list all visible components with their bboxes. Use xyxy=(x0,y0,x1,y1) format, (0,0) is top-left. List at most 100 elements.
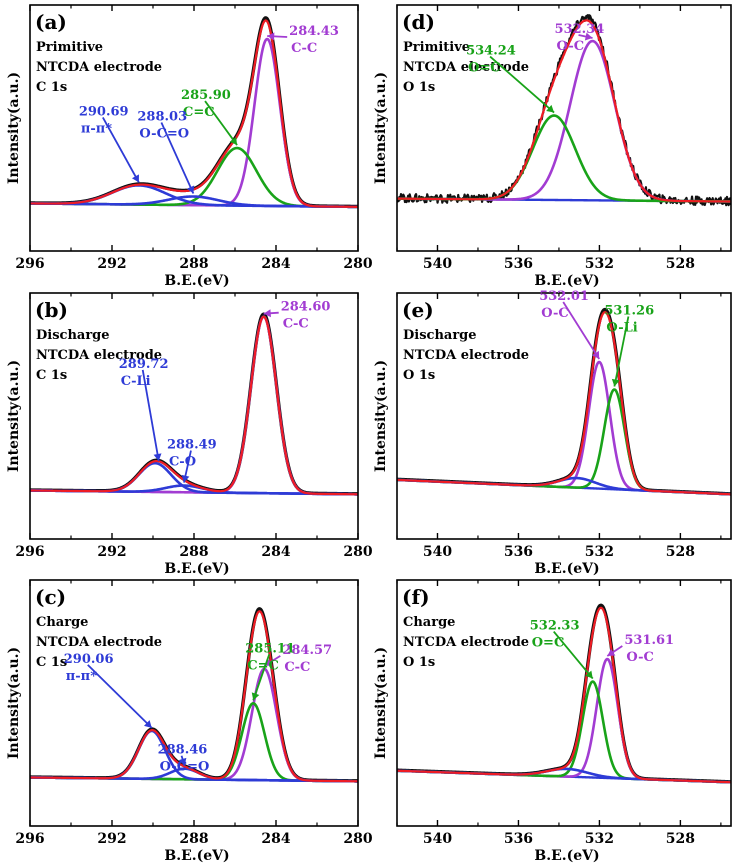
peak-annotation: 532.34 O-C xyxy=(555,22,605,54)
envelope-line xyxy=(30,315,358,496)
x-tick-label: 288 xyxy=(179,544,208,560)
peak-value-label: 290.06 xyxy=(64,652,114,667)
panel-info-line: O 1s xyxy=(403,80,435,95)
peak-annotation: 285.11 C=C xyxy=(245,641,295,701)
panel-info-line: NTCDA electrode xyxy=(36,348,162,363)
peak-species-label: C-Li xyxy=(121,374,151,389)
x-tick-label: 280 xyxy=(343,256,372,272)
annotation-arrowhead xyxy=(178,757,187,766)
annotation-arrowhead xyxy=(585,670,593,679)
x-tick-label: 296 xyxy=(15,544,44,560)
peak-annotation: 531.61 O-C xyxy=(606,633,674,665)
panel-info-line: Primitive xyxy=(403,40,470,55)
x-tick-label: 296 xyxy=(15,256,44,272)
panel-info-line: C 1s xyxy=(36,655,67,670)
panel-info-line: Discharge xyxy=(403,328,477,343)
annotation-arrow xyxy=(553,630,594,680)
panel-d: 540 536 532 528 B.E.(eV) Intensity(a.u.) (d) Pr… xyxy=(373,4,732,289)
y-axis-title: Intensity(a.u.) xyxy=(373,360,389,472)
y-axis-title: Intensity(a.u.) xyxy=(6,360,22,472)
annotation-arrowhead xyxy=(131,174,139,183)
x-tick-label: 532 xyxy=(585,544,614,560)
annotation-arrow xyxy=(489,55,555,114)
x-tick-label: 528 xyxy=(666,544,695,560)
peak-annotation: 285.90 C=C xyxy=(181,88,238,146)
y-axis-title: Intensity(a.u.) xyxy=(373,647,389,759)
x-tick-label: 532 xyxy=(585,831,614,847)
plot-area xyxy=(30,607,358,783)
peak-species-label: O-C xyxy=(626,650,654,665)
peak-species-label: O=C xyxy=(532,636,565,651)
peak-value-label: 534.24 xyxy=(466,44,516,59)
x-axis-title: B.E.(eV) xyxy=(534,848,599,863)
peak-species-label: C-C xyxy=(283,317,309,332)
peak-value-label: 285.90 xyxy=(181,88,231,103)
peak-value-label: 288.46 xyxy=(158,743,208,758)
annotation-arrowhead xyxy=(251,692,260,701)
x-tick-label: 536 xyxy=(504,544,533,560)
peak-annotation: 289.72 C-Li xyxy=(119,357,169,462)
x-axis-title: B.E.(eV) xyxy=(534,273,599,289)
peak-annotation: 290.06 π-π* xyxy=(64,652,153,729)
annotation-arrowhead xyxy=(263,309,271,318)
x-tick-label: 528 xyxy=(666,831,695,847)
panel-a: 296 292 288 284 280 B.E.(eV) Intensity(a.u.) (a… xyxy=(6,4,373,289)
y-axis-title: Intensity(a.u.) xyxy=(6,647,22,759)
peak-value-label: 290.69 xyxy=(79,104,129,119)
x-tick-label: 292 xyxy=(97,544,126,560)
x-tick-label: 292 xyxy=(97,831,126,847)
peak-value-label: 285.11 xyxy=(245,641,295,656)
plot-frame xyxy=(396,292,732,540)
y-axis-title: Intensity(a.u.) xyxy=(6,72,22,184)
peak-value-label: 531.26 xyxy=(604,304,654,319)
component-line-1 xyxy=(30,146,358,209)
x-tick-label: 288 xyxy=(179,831,208,847)
annotation-arrowhead xyxy=(584,32,593,41)
annotation-arrow xyxy=(252,654,271,701)
peak-value-label: 289.72 xyxy=(119,357,169,372)
x-tick-label: 296 xyxy=(15,831,44,847)
peak-annotation: 532.33 O=C xyxy=(530,619,594,680)
x-axis-title: B.E.(eV) xyxy=(164,848,229,863)
peak-value-label: 531.61 xyxy=(624,633,674,648)
x-axis-title: B.E.(eV) xyxy=(164,273,229,289)
panel-b: 296 292 288 284 280 B.E.(eV) Intensity(a.u.) (b… xyxy=(6,292,373,577)
annotation-arrowhead xyxy=(229,137,238,146)
peak-value-label: 532.33 xyxy=(530,619,580,634)
annotation-arrow xyxy=(204,100,238,146)
x-tick-label: 292 xyxy=(97,256,126,272)
plot-frame xyxy=(396,579,732,827)
peak-annotation: 290.69 π-π* xyxy=(79,104,140,183)
annotation-arrowhead xyxy=(607,648,616,657)
panel-letter: (a) xyxy=(35,10,67,34)
x-axis-title: B.E.(eV) xyxy=(534,561,599,577)
peak-annotation: 284.43 C-C xyxy=(267,24,339,56)
panel-letter: (d) xyxy=(402,10,435,34)
x-tick-label: 536 xyxy=(504,831,533,847)
panel-info-line: Charge xyxy=(36,615,88,630)
peak-value-label: 532.34 xyxy=(555,22,605,37)
x-tick-label: 280 xyxy=(343,831,372,847)
x-tick-label: 540 xyxy=(423,544,452,560)
annotation-arrowhead xyxy=(181,474,190,483)
peak-annotation: 532.01 O-C xyxy=(539,289,600,360)
panel-info-line: C 1s xyxy=(36,80,67,95)
peak-species-label: C-C xyxy=(291,41,317,56)
peak-annotation: 284.60 C-C xyxy=(263,300,330,332)
annotation-arrowhead xyxy=(611,378,620,387)
annotation-arrow xyxy=(160,122,195,194)
plot-area xyxy=(397,603,731,784)
x-tick-label: 540 xyxy=(423,831,452,847)
peak-species-label: C-O xyxy=(169,455,196,470)
panel-letter: (e) xyxy=(402,298,434,322)
plot-frame xyxy=(396,4,732,252)
envelope-line xyxy=(397,311,731,496)
panel-info-line: O 1s xyxy=(403,368,435,383)
annotation-arrowhead xyxy=(546,104,555,113)
peak-species-label: O-C xyxy=(541,306,569,321)
panel-c: 296 292 288 284 280 B.E.(eV) Intensity(a.u.) (c… xyxy=(6,579,373,863)
x-tick-label: 284 xyxy=(261,544,290,560)
x-tick-label: 280 xyxy=(343,544,372,560)
annotation-arrowhead xyxy=(592,350,600,359)
